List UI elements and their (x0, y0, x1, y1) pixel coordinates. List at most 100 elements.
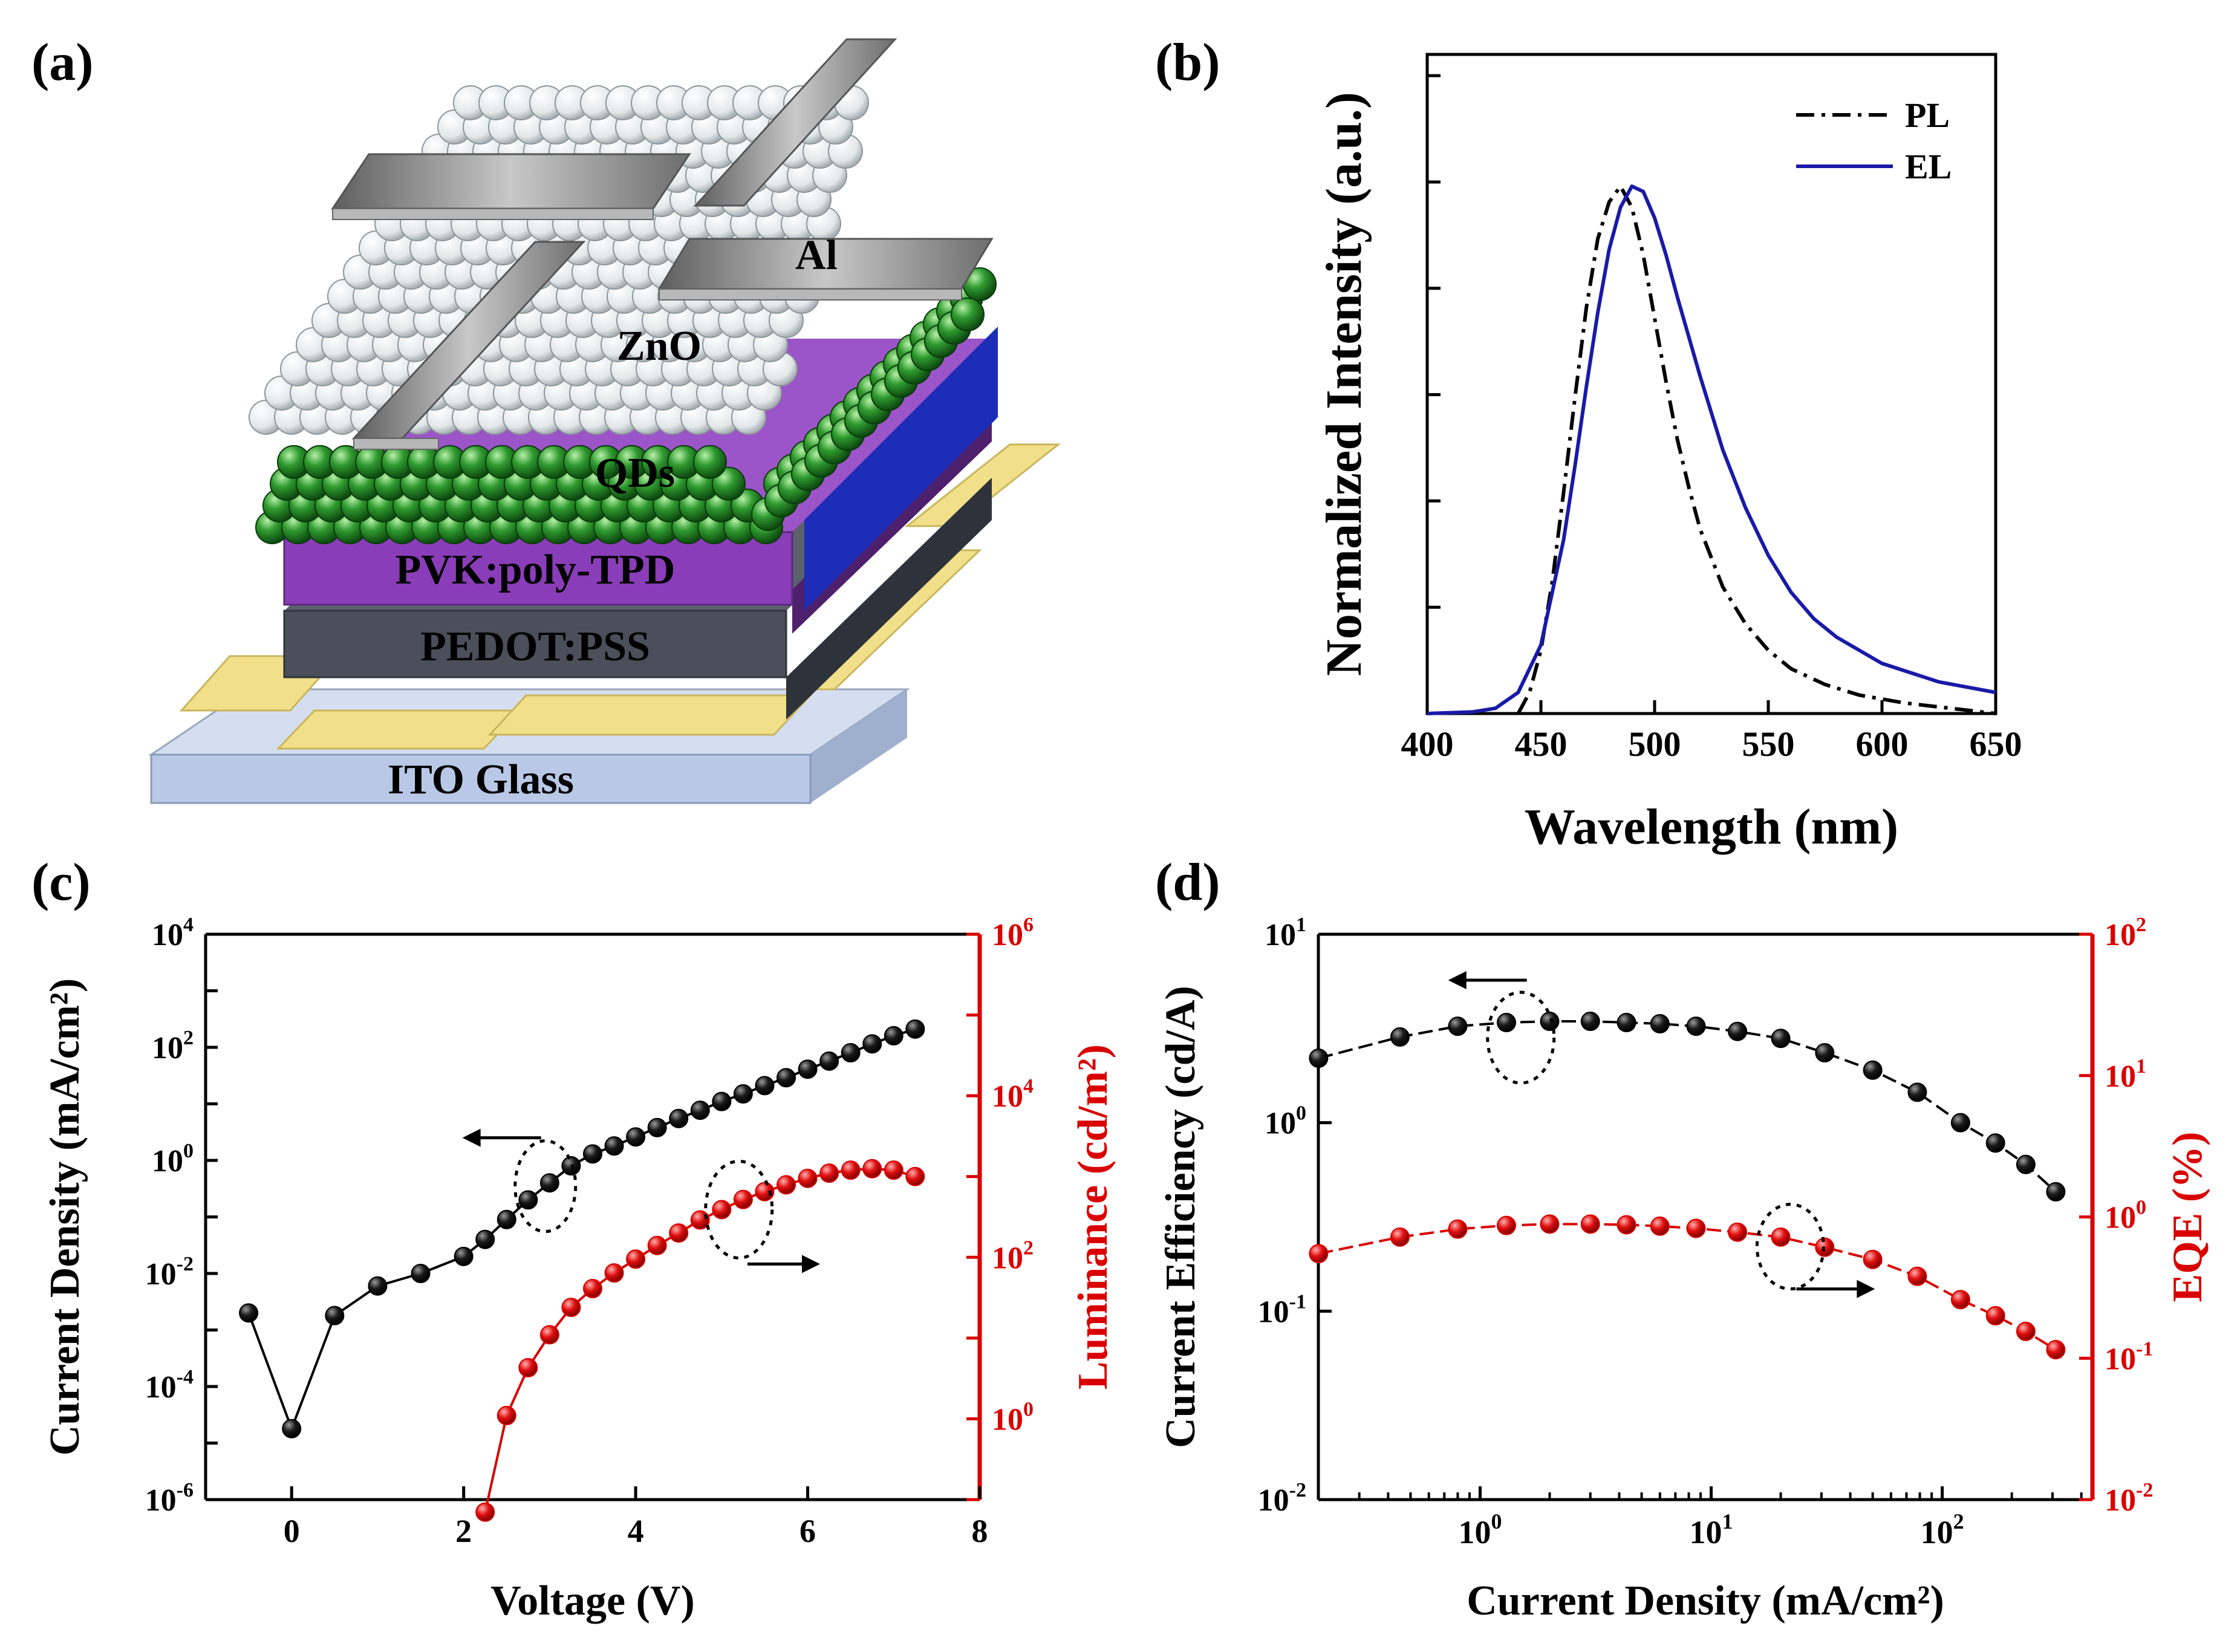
x-tick-label: 650 (1970, 724, 2022, 764)
blue-layer (804, 327, 998, 611)
series-line (247, 1027, 916, 1432)
y-right-tick-label: 10-1 (2105, 1338, 2153, 1376)
data-point (905, 1166, 925, 1186)
data-point (2046, 1340, 2066, 1360)
x-axis-label: Current Density (mA/cm²) (1467, 1578, 1944, 1624)
x-tick-label: 4 (628, 1513, 644, 1549)
data-point (1728, 1021, 1748, 1041)
layer-label-al: Al (795, 232, 838, 279)
data-point (604, 1136, 624, 1156)
y-axis-label: Current Density (mA/cm²) (42, 978, 88, 1456)
y-tick-label: 10-2 (1258, 1479, 1306, 1518)
y-tick-label: 100 (152, 1140, 194, 1179)
data-point (1496, 1215, 1516, 1235)
data-point (862, 1159, 882, 1179)
panel-label-a: (a) (31, 33, 94, 92)
data-point (1390, 1027, 1410, 1047)
pedot-layer-side (786, 478, 992, 720)
data-point (798, 1168, 818, 1188)
data-point (841, 1160, 861, 1180)
data-point (1448, 1219, 1468, 1239)
qd-layer (255, 267, 997, 544)
data-point (690, 1101, 710, 1120)
data-point (239, 1303, 259, 1323)
y-right-tick-label: 106 (992, 914, 1034, 952)
data-point (518, 1190, 538, 1210)
ito-glass-side (810, 689, 907, 803)
y-right-tick-label: 100 (992, 1398, 1034, 1437)
data-point (1985, 1306, 2005, 1325)
al-electrode (693, 38, 897, 207)
data-point (1309, 1048, 1329, 1068)
layer-label-zno: ZnO (617, 323, 702, 369)
y-tick-label: 101 (1265, 914, 1306, 952)
y-tick-label: 104 (152, 914, 194, 952)
ito-pad (487, 694, 813, 736)
data-point (1771, 1029, 1791, 1049)
x-tick-label: 400 (1401, 724, 1454, 764)
data-point (669, 1108, 689, 1128)
x-tick-label: 100 (1458, 1509, 1502, 1550)
series-el (1427, 184, 1996, 715)
y-right-tick-label: 102 (2105, 914, 2146, 952)
data-point (1540, 1012, 1560, 1032)
data-point (1309, 1244, 1329, 1264)
qd-sphere (712, 467, 746, 501)
data-point (884, 1160, 903, 1180)
ito-glass-front (150, 753, 812, 804)
data-point (712, 1091, 732, 1111)
annotation-ellipse (1486, 990, 1556, 1085)
device-schematic: PEDOT:PSS PVK:poly-TPD Al ZnO QDs ITO Gl… (148, 38, 1061, 804)
layer-label-ito: ITO Glass (388, 756, 574, 803)
data-point (1863, 1249, 1883, 1269)
data-point (733, 1189, 753, 1209)
layer-label-qds: QDs (595, 450, 675, 496)
data-point (819, 1163, 839, 1183)
data-point (626, 1127, 646, 1147)
data-point (2016, 1321, 2036, 1341)
x-axis-label: Wavelength (nm) (1525, 799, 1898, 855)
layer-label-pedot: PEDOT:PSS (420, 623, 650, 670)
data-point (604, 1263, 624, 1283)
data-point (1580, 1214, 1600, 1234)
data-point (583, 1144, 602, 1164)
data-point (1617, 1013, 1636, 1033)
al-electrode-edge (332, 208, 654, 220)
data-point (368, 1276, 388, 1296)
data-point (755, 1182, 775, 1202)
x-tick-label: 500 (1629, 724, 1681, 764)
data-point (733, 1084, 753, 1104)
y-right-axis-label: Luminance (cd/m²) (1070, 1044, 1116, 1390)
y-axis-label: Normalized Intensity (a.u.) (1316, 92, 1372, 676)
x-tick-label: 101 (1690, 1509, 1733, 1550)
data-point (1390, 1227, 1410, 1247)
data-point (282, 1419, 302, 1439)
data-point (1950, 1290, 1970, 1310)
data-point (1985, 1133, 2005, 1153)
data-point (1540, 1214, 1560, 1234)
ito-pad (904, 443, 1061, 527)
data-point (583, 1279, 602, 1299)
y-right-tick-label: 104 (992, 1075, 1034, 1114)
y-tick-label: 10-6 (145, 1479, 194, 1518)
data-point (1580, 1012, 1600, 1032)
annotation-ellipse (513, 1139, 578, 1234)
data-point (1863, 1060, 1883, 1080)
data-point (712, 1200, 732, 1220)
y-axis-label: Current Efficiency (cd/A) (1157, 986, 1204, 1448)
data-point (647, 1235, 667, 1255)
x-tick-label: 0 (284, 1513, 300, 1549)
qd-sphere (693, 445, 727, 479)
data-point (1650, 1216, 1670, 1236)
al-electrode-edge (659, 288, 962, 301)
chart-c-jvl: 0 2 4 6 8 10-6 10-4 10-2 100 102 104 100 102 104 106 Vo… (42, 914, 1116, 1624)
data-point (862, 1034, 882, 1054)
chart-b-spectrum: 400 450 500 550 600 650 Wavelength (nm) Normali… (1316, 53, 2022, 855)
data-point (1496, 1013, 1516, 1033)
panel-label-b: (b) (1155, 33, 1220, 92)
data-point (1686, 1218, 1706, 1238)
y-tick-label: 10-2 (145, 1253, 194, 1292)
data-point (905, 1019, 925, 1039)
data-point (325, 1306, 345, 1325)
